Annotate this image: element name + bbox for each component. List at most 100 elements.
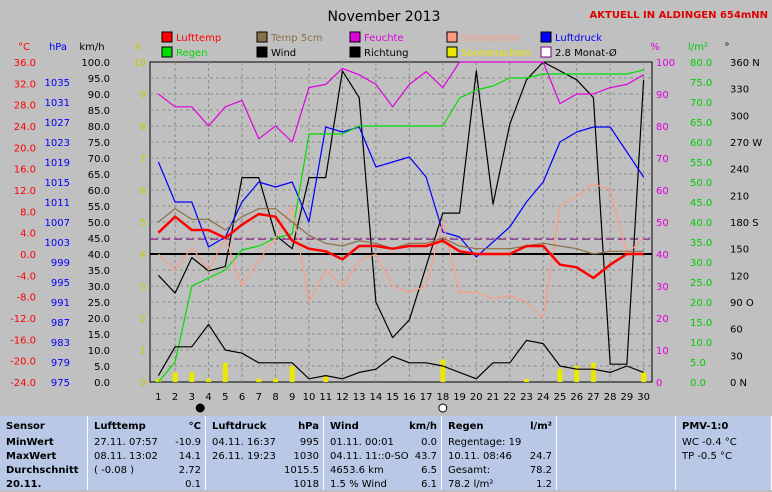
x-marker-filled-circle	[195, 403, 205, 413]
legend-swatch-feuchte	[349, 31, 361, 43]
x-tick-label: 20	[470, 392, 483, 403]
sunshine-bar	[256, 378, 262, 382]
series-line-solarsensor	[157, 183, 645, 319]
legend-label-solarsensor: Solarsensor	[461, 33, 521, 44]
humidity-tick-label: 50	[656, 218, 669, 229]
direction-tick-label: 0 N	[730, 378, 747, 389]
x-axis: 1 2 3 4 5 6 7 8 9 10 11 12 13 14 15 16 17 18 19 20 21 22 23 24 2…	[155, 392, 650, 413]
sunshine-bar	[557, 369, 563, 382]
wind-tick-label: 100.0	[81, 58, 110, 69]
humidity-tick-label: 70	[656, 154, 669, 165]
axes: 36.032.028.024.020.016.012.08.04.00.0-4.…	[10, 58, 762, 389]
pressure-tick-label: 979	[51, 358, 70, 369]
wind-axis-header: km/h	[79, 42, 104, 53]
x-tick-label: 9	[289, 392, 295, 403]
direction-tick-label: 30	[730, 351, 743, 362]
wind-tick-label: 60.0	[88, 186, 110, 197]
stats-row: Gesamt: 78.2	[448, 464, 552, 478]
stats-row: 1018	[212, 478, 319, 492]
stats-cell-left: 04.11. 11::0-SO	[330, 451, 409, 462]
pressure-tick-label: 1011	[45, 198, 70, 209]
rain-tick-label: 40.0	[690, 218, 712, 229]
x-tick-label: 21	[487, 392, 500, 403]
x-tick-label: 6	[239, 392, 245, 403]
sunshine-tick-label: 4	[140, 250, 146, 261]
stats-cell: Durchschnitt	[6, 465, 79, 476]
wind-tick-label: 25.0	[88, 298, 110, 309]
wind-tick-label: 0.0	[94, 378, 110, 389]
wind-tick-label: 65.0	[88, 170, 110, 181]
rain-axis-header: l/m²	[688, 42, 708, 53]
humidity-tick-label: 20	[656, 314, 669, 325]
stats-cell-right: 995	[299, 437, 319, 448]
sunshine-bar	[440, 359, 446, 382]
x-tick-label: 29	[621, 392, 634, 403]
stats-header-label: Wind	[330, 421, 359, 432]
wind-tick-label: 75.0	[88, 138, 110, 149]
humidity-axis-header: %	[650, 42, 660, 53]
x-tick-label: 3	[189, 392, 195, 403]
sunshine-tick-label: 9	[140, 90, 146, 101]
stats-cell-right: 2.72	[178, 465, 201, 476]
stats-row: 78.2 l/m² 1.2	[448, 478, 552, 492]
stats-cell-right: 43.7	[414, 451, 437, 462]
stats-cell-right: 1030	[293, 451, 319, 462]
stats-row: MaxWert	[6, 450, 83, 464]
stats-cell-left: 27.11. 07:57	[94, 437, 158, 448]
x-tick-label: 22	[503, 392, 516, 403]
legend-label-temp-5cm: Temp 5cm	[270, 33, 322, 44]
wind-tick-label: 40.0	[88, 250, 110, 261]
temp-tick-label: 8.0	[20, 207, 36, 218]
stats-header-label: Luftdruck	[212, 421, 267, 432]
sunshine-tick-label: 5	[140, 218, 146, 229]
stats-cell-left: ( -0.08 )	[94, 465, 135, 476]
direction-axis-header: °	[725, 42, 730, 53]
wind-tick-label: 20.0	[88, 314, 110, 325]
stats-row: MinWert	[6, 436, 83, 450]
sunshine-bar	[590, 362, 596, 382]
stats-cell-right: 0.1	[185, 479, 201, 490]
stats-cell: WC -0.4 °C	[682, 437, 737, 448]
wind-tick-label: 55.0	[88, 202, 110, 213]
sunshine-tick-label: 3	[140, 282, 146, 293]
series-line-lufttemp	[157, 212, 644, 280]
pressure-tick-label: 983	[51, 338, 70, 349]
x-tick-label: 28	[604, 392, 617, 403]
humidity-tick-label: 100	[656, 58, 675, 69]
stats-cell-right: 14.1	[178, 451, 201, 462]
reference-lines	[150, 238, 652, 255]
stats-cell-right: 24.7	[529, 451, 552, 462]
legend-swatch-sonnenschein	[446, 46, 458, 58]
sunshine-bar	[155, 378, 161, 382]
sunshine-bar	[641, 372, 647, 382]
x-tick-label: 26	[570, 392, 583, 403]
legend-swatch-regen	[161, 46, 173, 58]
rain-tick-label: 35.0	[690, 238, 712, 249]
stats-header: PMV-1:0	[682, 420, 767, 434]
stats-header-unit: l/m²	[530, 421, 552, 432]
temp-tick-label: 36.0	[14, 58, 36, 69]
temp-axis-header: °C	[18, 42, 30, 53]
rain-tick-label: 65.0	[690, 118, 712, 129]
x-marker-open-circle	[438, 403, 448, 413]
stats-cell-left: 26.11. 19:23	[212, 451, 276, 462]
stats-cell-right: 6.1	[421, 479, 437, 490]
stats-cell-right: 78.2	[529, 465, 552, 476]
temp-tick-label: -4.0	[16, 271, 36, 282]
sunshine-tick-label: 8	[140, 122, 146, 133]
legend-label-2-8-monat: 2.8 Monat-Ø	[555, 47, 617, 59]
humidity-tick-label: 10	[656, 346, 669, 357]
rain-tick-label: 50.0	[690, 178, 712, 189]
x-tick-label: 8	[272, 392, 278, 403]
pressure-tick-label: 1027	[45, 118, 70, 129]
stats-row: 27.11. 07:57 -10.9	[94, 436, 201, 450]
wind-tick-label: 85.0	[88, 106, 110, 117]
humidity-tick-label: 90	[656, 90, 669, 101]
x-tick-label: 7	[256, 392, 262, 403]
sunshine-tick-label: 6	[140, 186, 146, 197]
pressure-tick-label: 1019	[45, 158, 70, 169]
weather-chart: November 2013 AKTUELL IN ALDINGEN 654mNN…	[10, 9, 768, 413]
stats-row: 4653.6 km 6.5	[330, 464, 437, 478]
x-tick-label: 27	[587, 392, 600, 403]
legend-label-regen: Regen	[176, 48, 208, 59]
